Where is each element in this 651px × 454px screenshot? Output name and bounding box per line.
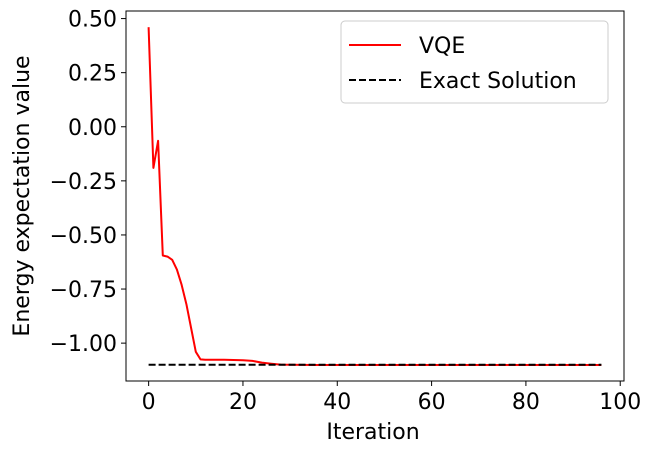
legend-label-vqe: VQE: [419, 34, 465, 59]
y-tick-label: 0.25: [68, 62, 117, 87]
series-layer: [147, 27, 602, 366]
x-tick-label: 100: [599, 390, 641, 415]
y-tick-label: 0.00: [68, 116, 117, 141]
y-tick-label: 0.50: [68, 8, 117, 33]
legend-box: [340, 20, 609, 104]
y-axis-label: Energy expectation value: [10, 55, 35, 336]
x-tick-label: 60: [418, 390, 446, 415]
x-tick-label: 0: [142, 390, 156, 415]
y-tick-label: −1.00: [50, 332, 117, 357]
x-tick-label: 40: [323, 390, 351, 415]
y-tick-label: −0.75: [50, 278, 117, 303]
x-axis-label: Iteration: [326, 420, 419, 445]
x-tick-label: 80: [512, 390, 540, 415]
x-axis-ticks: 0 20 40 60 80 100: [142, 381, 641, 415]
legend: VQE Exact Solution: [340, 20, 609, 104]
legend-label-exact-solution: Exact Solution: [419, 69, 577, 94]
y-tick-label: −0.50: [50, 224, 117, 249]
y-axis-ticks: 0.50 0.25 0.00 −0.25 −0.50 −0.75 −1.00: [50, 8, 126, 357]
y-tick-label: −0.25: [50, 170, 117, 195]
x-tick-label: 20: [229, 390, 257, 415]
